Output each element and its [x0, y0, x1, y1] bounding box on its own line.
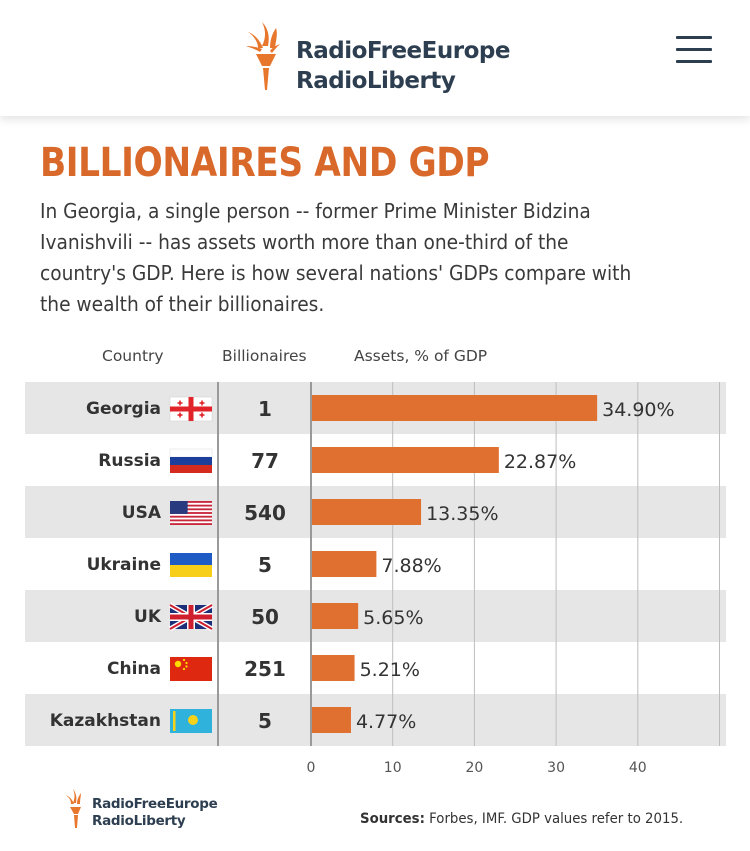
value-label: 5.65% [363, 607, 423, 629]
rferl-logo[interactable]: RadioFreeEurope RadioLiberty [240, 16, 520, 98]
x-tick-label: 30 [547, 760, 565, 776]
value-label: 4.77% [356, 711, 416, 733]
country-label: Georgia [86, 399, 161, 419]
row-band [25, 590, 726, 642]
value-label: 34.90% [602, 399, 674, 421]
column-header-assets: Assets, % of GDP [354, 347, 488, 365]
kazakhstan-flag-icon [170, 709, 212, 733]
billionaires-count: 540 [244, 501, 286, 525]
sources-note: Sources: Forbes, IMF. GDP values refer t… [360, 811, 683, 827]
footer-brand-name: RadioFreeEurope RadioLiberty [92, 796, 218, 830]
ukraine-flag-icon [170, 553, 212, 577]
bar-china[interactable] [312, 655, 355, 681]
country-label: Russia [98, 451, 161, 471]
billionaires-count: 77 [251, 449, 279, 473]
bar-kazakhstan[interactable] [312, 707, 351, 733]
sources-label: Sources: [360, 811, 425, 827]
usa-flag-icon [170, 501, 212, 525]
georgia-flag-icon [169, 396, 213, 422]
column-header-country: Country [102, 347, 164, 365]
country-label: Kazakhstan [50, 711, 161, 731]
uk-flag-icon [168, 602, 214, 632]
site-header: RadioFreeEurope RadioLiberty [0, 0, 750, 116]
torch-icon [246, 22, 280, 90]
hamburger-menu-icon[interactable] [676, 34, 712, 64]
x-tick-label: 40 [629, 760, 647, 776]
x-tick-label: 10 [384, 760, 402, 776]
brand-line-2: RadioLiberty [296, 68, 456, 94]
billionaires-count: 251 [244, 657, 286, 681]
country-label: USA [122, 503, 162, 523]
chart-title: BILLIONAIRES AND GDP [40, 140, 490, 186]
row-band [25, 694, 726, 746]
billionaires-count: 1 [258, 397, 272, 421]
billionaires-count: 5 [258, 709, 272, 733]
brand-line-1: RadioFreeEurope [296, 38, 510, 64]
bar-ukraine[interactable] [312, 551, 377, 577]
footer-rferl-logo[interactable]: RadioFreeEurope RadioLiberty [62, 786, 232, 836]
footer-torch-icon [65, 789, 81, 828]
billionaires-count: 5 [258, 553, 272, 577]
brand-name: RadioFreeEurope RadioLiberty [296, 36, 510, 96]
sources-text: Forbes, IMF. GDP values refer to 2015. [424, 811, 684, 827]
bar-russia[interactable] [312, 447, 499, 473]
x-tick-label: 20 [465, 760, 483, 776]
value-label: 22.87% [504, 451, 576, 473]
column-header-billionaires: Billionaires [222, 347, 307, 365]
russia-flag-icon [169, 448, 213, 473]
country-label: UK [134, 607, 162, 627]
footer-brand-line-2: RadioLiberty [92, 813, 186, 829]
value-label: 13.35% [426, 503, 498, 525]
value-label: 5.21% [360, 659, 420, 681]
bar-georgia[interactable] [312, 395, 598, 421]
billionaires-count: 50 [251, 605, 279, 629]
value-label: 7.88% [381, 555, 441, 577]
country-label: Ukraine [87, 555, 161, 575]
chart-subtitle: In Georgia, a single person -- former Pr… [40, 199, 632, 316]
bar-uk[interactable] [312, 603, 359, 629]
china-flag-icon [170, 657, 212, 681]
country-label: China [107, 659, 161, 679]
footer-brand-line-1: RadioFreeEurope [92, 796, 218, 812]
x-tick-label: 0 [307, 760, 316, 776]
bar-usa[interactable] [312, 499, 422, 525]
